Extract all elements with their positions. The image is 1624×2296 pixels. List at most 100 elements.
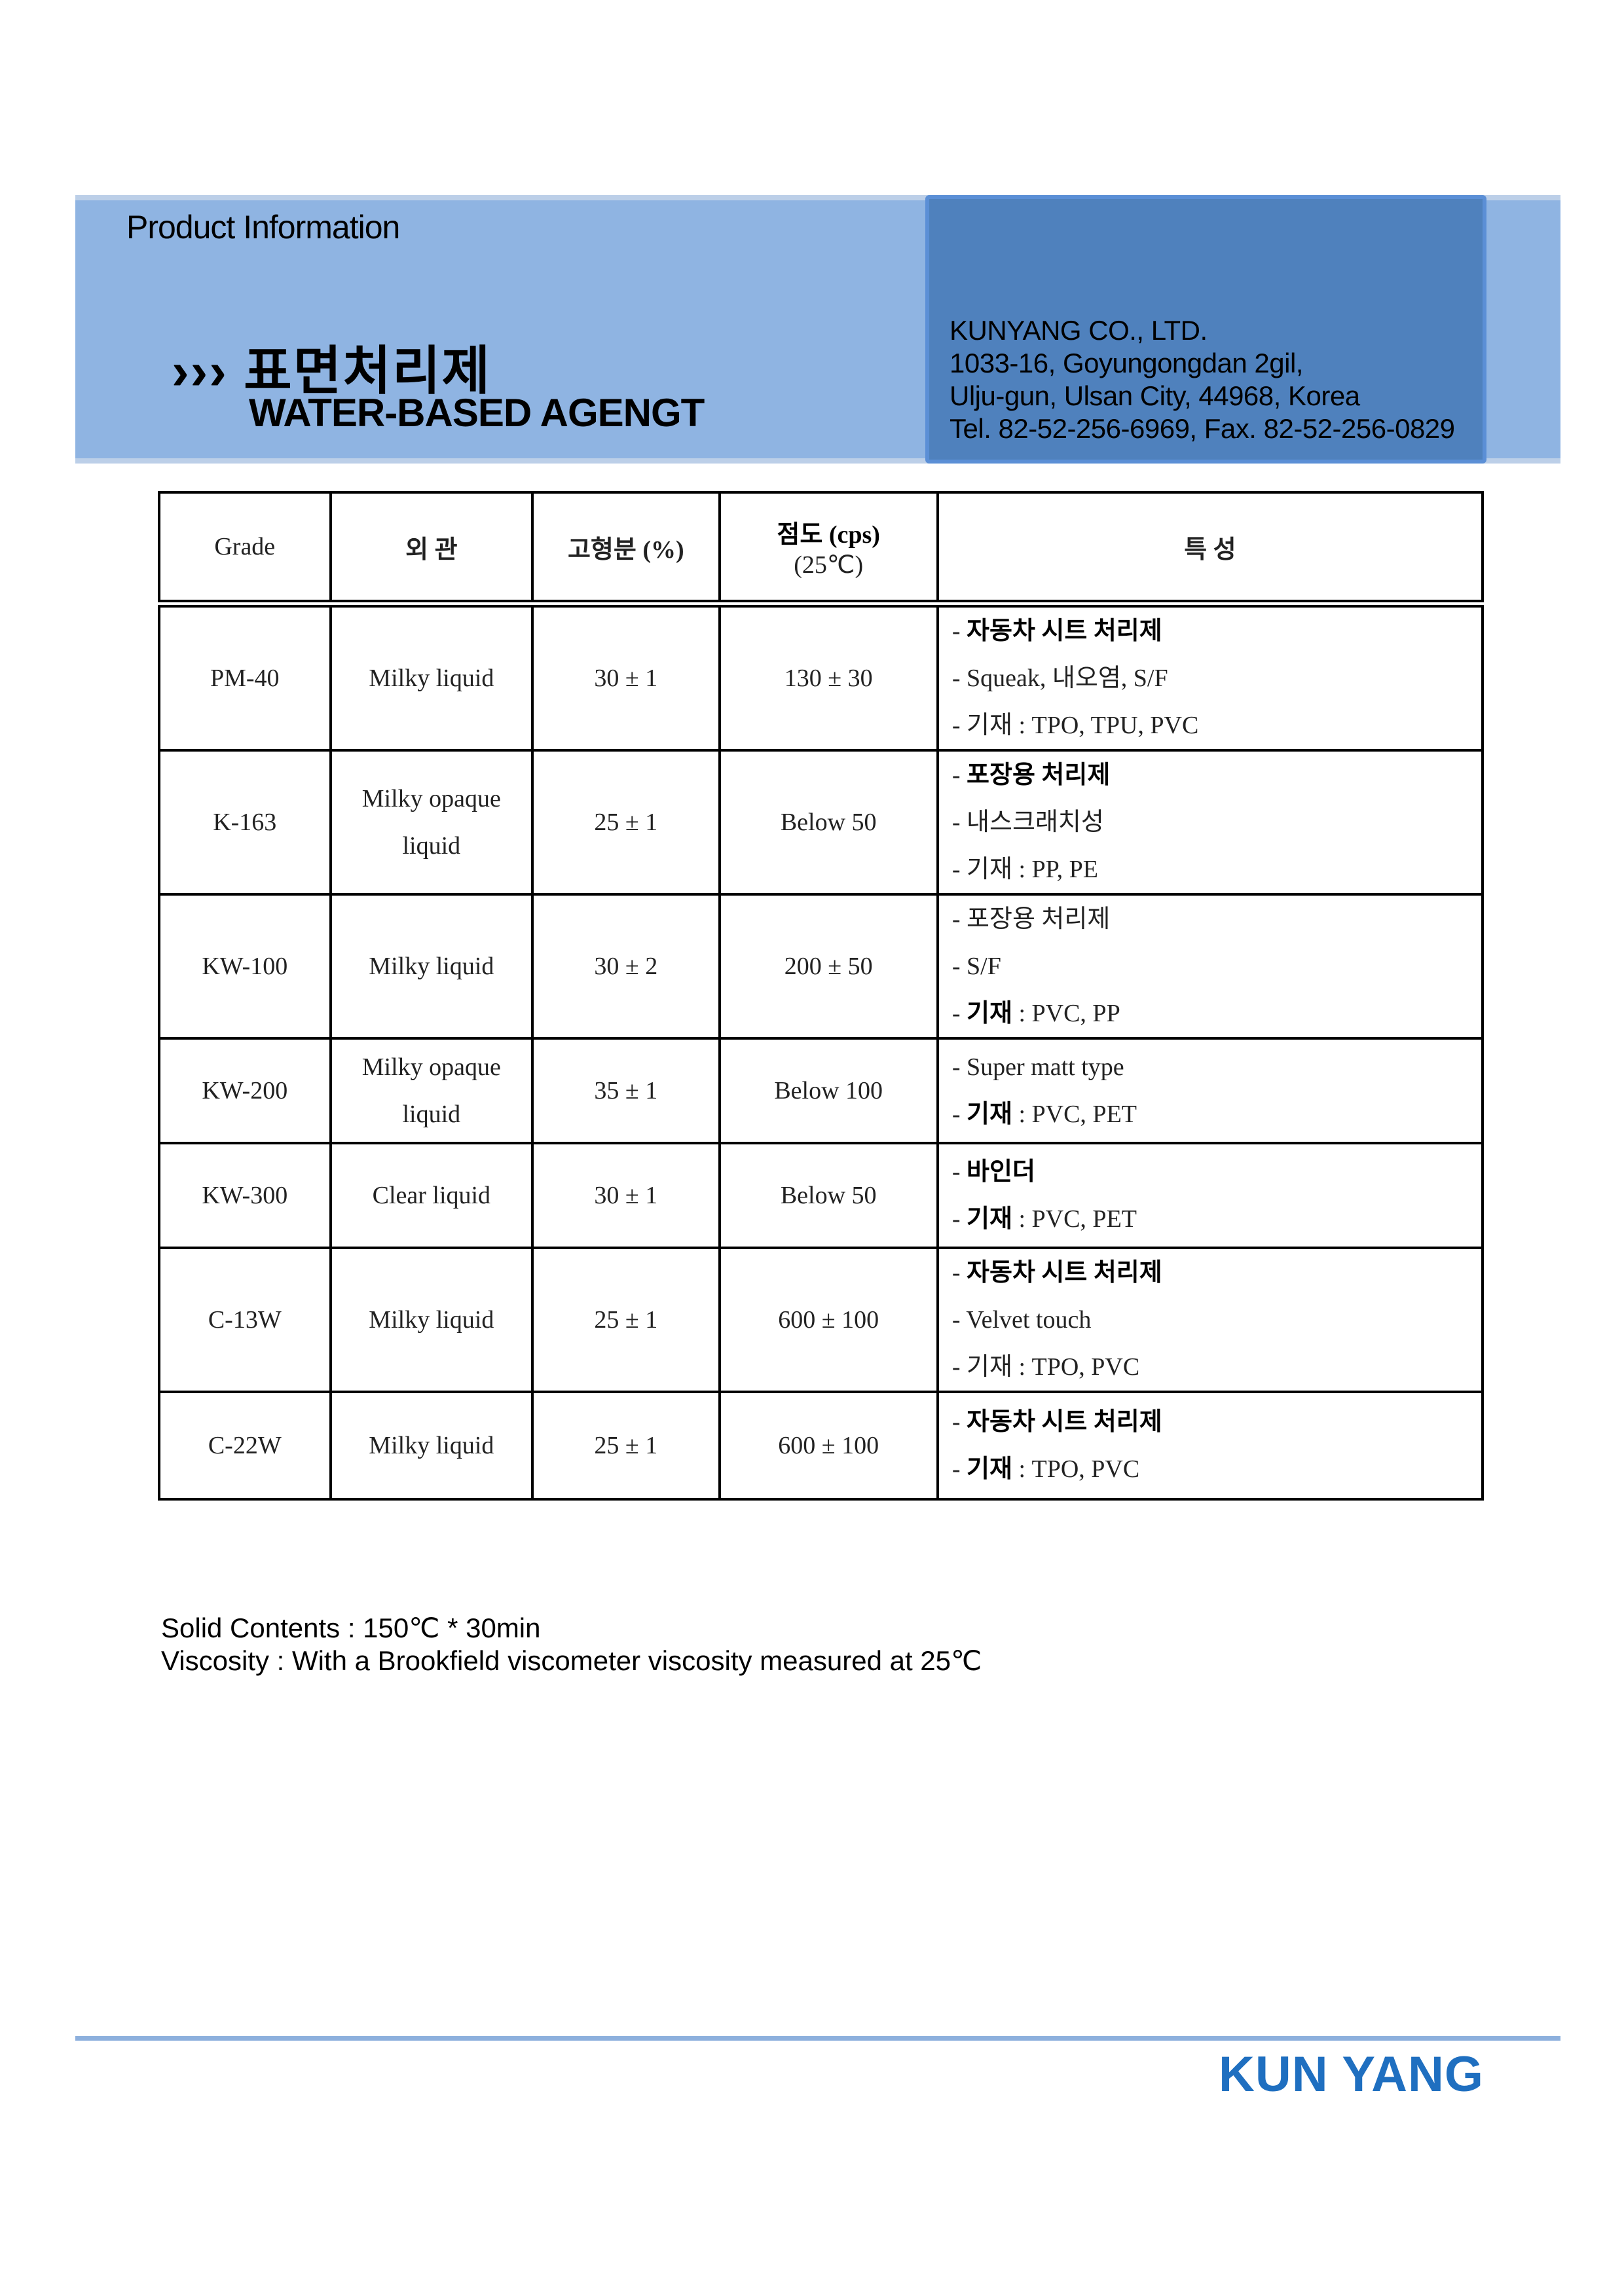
contact-line: Tel. 82-52-256-6969, Fax. 82-52-256-0829: [950, 413, 1455, 444]
feature-text: 기재: [967, 1101, 1012, 1128]
feature-text: : PVC, PET: [1012, 1205, 1137, 1233]
grade-cell: KW-100: [158, 893, 332, 1040]
solid-content-cell: 30 ± 1: [531, 1142, 721, 1249]
feature-text: : PVC, PET: [1012, 1101, 1137, 1128]
feature-line: - 기재 : TPO, PVC: [952, 1446, 1481, 1493]
appearance-cell: Milky opaque liquid: [329, 749, 534, 896]
feature-text: -: [951, 856, 967, 883]
feature-text: -: [951, 1259, 967, 1286]
feature-line: - 포장용 처리제: [952, 752, 1481, 799]
footer-divider: [75, 2036, 1560, 2041]
feature-text: -: [951, 665, 967, 692]
feature-line: - 자동차 시트 처리제: [952, 1249, 1481, 1296]
feature-line: - 자동차 시트 처리제: [952, 608, 1481, 655]
feature-text: -: [951, 1306, 967, 1334]
product-table: Grade 외 관 고형분 (%) 점도 (cps) (25℃) 특 성 PM-4…: [158, 491, 1485, 1501]
grade-cell: C-22W: [158, 1391, 332, 1501]
header-grade: Grade: [158, 491, 332, 608]
viscosity-cell: Below 50: [718, 1142, 939, 1249]
feature-text: -: [951, 1000, 967, 1027]
feature-text: -: [951, 1158, 967, 1186]
table-row: K-163 Milky opaque liquid 25 ± 1 Below 50 - …: [158, 749, 1485, 896]
title-korean: ››› 표면처리제: [172, 342, 492, 400]
appearance-cell: Milky liquid: [329, 602, 534, 752]
feature-line: - S/F: [952, 943, 1481, 990]
feature-text: 포장용 처리제: [967, 761, 1111, 789]
table-row: KW-300 Clear liquid 30 ± 1 Below 50- 바인더 - 기…: [158, 1142, 1485, 1249]
characteristics-cell: - 바인더 - 기재 : PVC, PET: [936, 1142, 1485, 1249]
feature-line: - 기재 : PVC, PP: [952, 990, 1481, 1037]
address-line: Ulju-gun, Ulsan City, 44968, Korea: [950, 380, 1360, 411]
viscosity-cell: 600 ± 100: [718, 1247, 939, 1393]
feature-text: -: [951, 712, 967, 739]
solid-content-cell: 25 ± 1: [531, 1391, 721, 1501]
feature-text: -: [951, 1455, 967, 1483]
feature-text: 기재 : TPO, PVC: [967, 1353, 1140, 1381]
feature-text: 기재: [967, 1455, 1012, 1483]
feature-text: Super matt type: [967, 1053, 1124, 1081]
table-row: KW-100 Milky liquid 30 ± 2 200 ± 50- 포장용 처리…: [158, 893, 1485, 1040]
header-appearance: 외 관: [329, 491, 534, 608]
appearance-cell: Milky liquid: [329, 893, 534, 1040]
feature-text: 자동차 시트 처리제: [967, 617, 1162, 645]
appearance-cell: Milky liquid: [329, 1247, 534, 1393]
feature-text: -: [951, 1205, 967, 1233]
characteristics-cell: - 자동차 시트 처리제 - 기재 : TPO, PVC: [936, 1391, 1485, 1501]
viscosity-cell: 600 ± 100: [718, 1391, 939, 1501]
viscosity-label: 점도 (cps): [777, 521, 880, 549]
table-row: C-22W Milky liquid 25 ± 1 600 ± 100- 자동차 시트…: [158, 1391, 1485, 1501]
footnotes: Solid Contents : 150℃ * 30min Viscosity …: [161, 1612, 982, 1677]
company-info-box: [925, 195, 1486, 464]
feature-line: - 기재 : TPO, PVC: [952, 1343, 1481, 1391]
feature-line: - Squeak, 내오염, S/F: [952, 655, 1481, 702]
grade-cell: C-13W: [158, 1247, 332, 1393]
header-solid-content: 고형분 (%): [531, 491, 721, 608]
feature-text: 기재 : PP, PE: [967, 856, 1098, 883]
viscosity-cell: Below 50: [718, 749, 939, 896]
feature-text: -: [951, 1353, 967, 1381]
viscosity-cell: Below 100: [718, 1037, 939, 1144]
feature-text: 기재 : TPO, TPU, PVC: [967, 712, 1199, 739]
feature-text: Velvet touch: [966, 1306, 1092, 1334]
feature-text: 바인더: [967, 1158, 1035, 1186]
feature-line: - 기재 : TPO, TPU, PVC: [952, 702, 1481, 749]
solid-content-cell: 30 ± 1: [531, 602, 721, 752]
grade-cell: PM-40: [158, 602, 332, 752]
feature-text: 자동차 시트 처리제: [967, 1259, 1162, 1286]
feature-text: 자동차 시트 처리제: [967, 1408, 1162, 1436]
header-viscosity: 점도 (cps) (25℃): [718, 491, 939, 608]
header-characteristics: 특 성: [936, 491, 1485, 608]
table-row: PM-40 Milky liquid 30 ± 1 130 ± 30- 자동차 시트 …: [158, 602, 1485, 752]
feature-line: - Super matt type: [952, 1044, 1481, 1091]
table-row: C-13W Milky liquid 25 ± 1 600 ± 100- 자동차 시트…: [158, 1247, 1485, 1393]
note-solid: Solid Contents : 150℃ * 30min: [161, 1613, 541, 1643]
solid-content-cell: 30 ± 2: [531, 893, 721, 1040]
company-address: KUNYANG CO., LTD. 1033-16, Goyungongdan …: [950, 314, 1455, 445]
feature-line: - 자동차 시트 처리제: [952, 1398, 1481, 1446]
feature-text: -: [951, 905, 967, 933]
appearance-cell: Milky opaque liquid: [329, 1037, 534, 1144]
feature-line: - 기재 : PP, PE: [952, 846, 1481, 893]
characteristics-cell: - 자동차 시트 처리제 - Squeak, 내오염, S/F - 기재 : TPO…: [936, 602, 1485, 752]
feature-text: -: [951, 1408, 967, 1436]
feature-text: 포장용 처리제: [967, 905, 1111, 933]
grade-cell: KW-200: [158, 1037, 332, 1144]
feature-text: -: [951, 761, 967, 789]
feature-text: S/F: [967, 953, 1001, 980]
appearance-cell: Clear liquid: [329, 1142, 534, 1249]
characteristics-cell: - 포장용 처리제 - 내스크래치성 - 기재 : PP, PE: [936, 749, 1485, 896]
solid-content-cell: 35 ± 1: [531, 1037, 721, 1144]
viscosity-temp: (25℃): [794, 551, 864, 579]
feature-line: - 바인더: [952, 1148, 1481, 1195]
viscosity-cell: 130 ± 30: [718, 602, 939, 752]
feature-text: -: [951, 809, 967, 836]
characteristics-cell: - 포장용 처리제 - S/F - 기재 : PVC, PP: [936, 893, 1485, 1040]
table-row: KW-200 Milky opaque liquid 35 ± 1 Below 100…: [158, 1037, 1485, 1144]
characteristics-cell: - 자동차 시트 처리제 - Velvet touch - 기재 : TPO, PV…: [936, 1247, 1485, 1393]
feature-text: Squeak, 내오염, S/F: [967, 665, 1168, 692]
feature-text: 기재: [967, 1000, 1012, 1027]
feature-text: -: [951, 1053, 967, 1081]
viscosity-cell: 200 ± 50: [718, 893, 939, 1040]
section-label: Product Information: [126, 209, 400, 246]
feature-line: - 기재 : PVC, PET: [952, 1091, 1481, 1138]
